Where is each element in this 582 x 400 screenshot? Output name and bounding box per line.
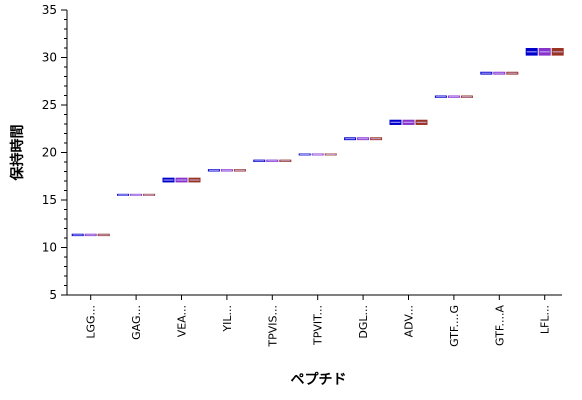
x-tick-label: TPVIT...	[312, 305, 325, 346]
bar-highlight	[507, 72, 518, 74]
x-tick-label: VEA...	[176, 305, 189, 337]
bar-highlight	[403, 121, 414, 123]
x-tick-label: GTF....A	[493, 305, 506, 346]
x-tick-label: DGL...	[357, 305, 370, 339]
y-tick-label: 15	[42, 193, 57, 207]
bar-highlight	[358, 138, 369, 140]
bar-highlight	[526, 51, 537, 53]
y-tick-label: 35	[42, 3, 57, 17]
bar-highlight	[325, 153, 336, 156]
bar-highlight	[72, 234, 83, 236]
x-tick-label: LGG...	[85, 305, 98, 339]
y-tick-label: 20	[42, 146, 57, 160]
x-axis-title: ペプチド	[291, 372, 347, 388]
y-tick-label: 25	[42, 98, 57, 112]
bar-highlight	[481, 72, 492, 74]
x-tick-label: LFL...	[539, 305, 552, 334]
y-axis: 5 10 15 20 25 30 35	[42, 3, 68, 302]
bar-highlight	[461, 96, 472, 98]
bar-highlight	[85, 234, 96, 236]
bar-highlight	[416, 121, 427, 123]
y-axis-title: 保持時間	[9, 125, 26, 182]
bar-highlight	[98, 234, 109, 236]
bar-highlight	[371, 138, 382, 140]
bar-highlight	[208, 169, 219, 171]
bar-highlight	[448, 96, 459, 98]
bar-highlight	[494, 72, 505, 74]
y-tick-label: 10	[42, 241, 57, 255]
bar-highlight	[131, 194, 142, 196]
bar-highlight	[267, 160, 278, 162]
bar-highlight	[189, 179, 200, 181]
bar-highlight	[221, 169, 232, 171]
bar-highlight	[299, 153, 310, 156]
x-tick-label: ADV...	[403, 305, 416, 337]
bar-highlight	[163, 179, 174, 181]
bar-highlight	[552, 51, 563, 53]
x-tick-label: GTF....G	[448, 305, 461, 347]
bar-highlight	[390, 121, 401, 123]
bar-highlight	[435, 96, 446, 98]
x-tick-label: YIL...	[221, 305, 234, 333]
bar-highlight	[280, 160, 291, 162]
bar-highlight	[144, 194, 155, 196]
y-tick-label: 5	[49, 288, 57, 302]
bar-highlight	[345, 138, 356, 140]
x-axis: LGG... GAG... VEA... YIL... TPVIS... TPVIT...…	[67, 294, 562, 348]
bar-highlight	[118, 194, 129, 196]
bar-highlight	[539, 51, 550, 53]
bar-highlight	[254, 160, 265, 162]
y-tick-label: 30	[42, 51, 57, 65]
bar-highlight	[234, 169, 245, 171]
x-tick-label: GAG...	[130, 305, 143, 340]
x-tick-label: TPVIS...	[266, 305, 279, 348]
bar-highlight	[176, 179, 187, 181]
bar-highlight	[312, 153, 323, 156]
bar-group	[71, 48, 564, 237]
